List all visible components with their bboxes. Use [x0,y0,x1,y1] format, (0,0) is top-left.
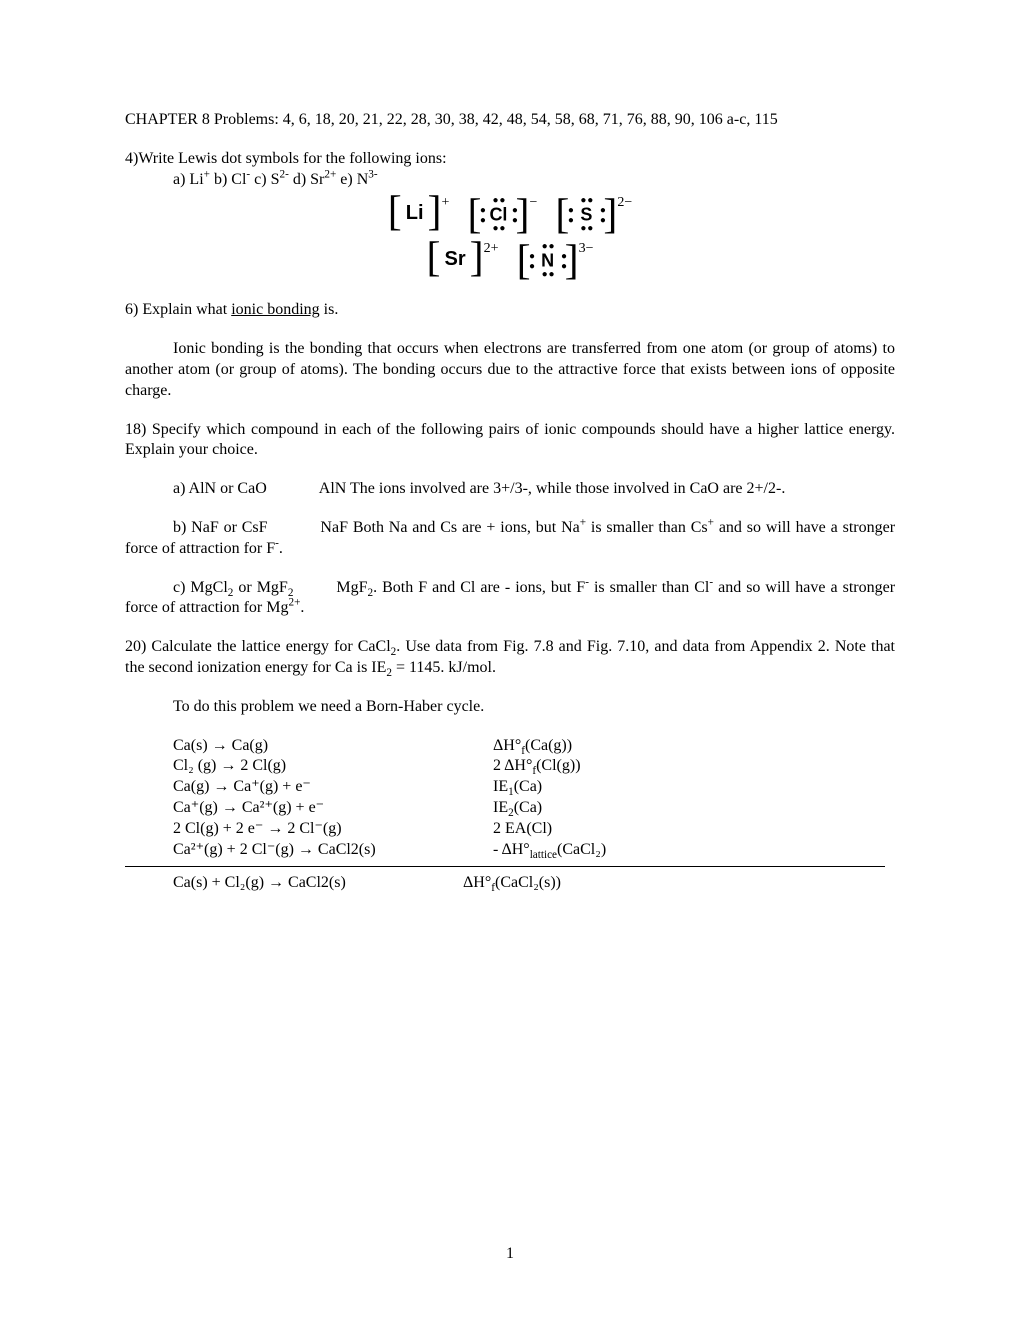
cycle-r5-sub: lattice [530,849,557,861]
cycle-l5: Ca²⁺(g) + 2 Cl⁻(g) → CaCl2(s) [173,840,493,861]
cycle-l0: Ca(s) → Ca(g) [173,736,493,757]
lewis-li-charge: + [442,194,450,212]
lewis-sr-charge: 2+ [484,240,499,258]
cycle-final-r: ΔH°f(CaCl₂(s)) [463,873,895,894]
q18-b2d: . [279,540,283,557]
q4-a: a) Li [173,171,204,188]
q18-b1: b) NaF or CsF [173,519,268,536]
cycle-row: Cl₂ (g) → 2 Cl(g)2 ΔH°f(Cl(g)) [173,756,895,777]
cycle-l4: 2 Cl(g) + 2 e⁻ → 2 Cl⁻(g) [173,819,493,840]
q18-b: b) NaF or CsF NaF Both Na and Cs are + i… [125,518,895,560]
q18-a: a) AlN or CaO AlN The ions involved are … [125,479,895,500]
q18-c1: c) MgCl [173,579,228,596]
cycle-r4-pre: 2 EA(Cl) [493,820,552,837]
cycle-r5: - ΔH°lattice(CaCl₂) [493,840,895,861]
q18-c2b: . Both F and Cl are - ions, but F [373,579,585,596]
cycle-row: Ca⁺(g) → Ca²⁺(g) + e⁻IE2(Ca) [173,798,895,819]
lewis-n-sym: N [541,250,554,273]
q4-c: c) S [254,171,279,188]
lewis-cl-charge: − [529,194,537,212]
q6-prompt: 6) Explain what ionic bonding is. [125,300,895,321]
q18-prompt: 18) Specify which compound in each of th… [125,420,895,462]
chapter-header: CHAPTER 8 Problems: 4, 6, 18, 20, 21, 22… [125,110,895,131]
cycle-row: Ca(s) → Ca(g)ΔH°f(Ca(g)) [173,736,895,757]
cycle-r3-pre: IE [493,799,508,816]
cycle-divider [125,866,885,867]
q20-prompt: 20) Calculate the lattice energy for CaC… [125,637,895,679]
q4-c-sup: 2- [279,168,288,180]
cycle-r4: 2 EA(Cl) [493,819,895,840]
lewis-sr: [Sr]2+ [427,244,499,273]
cycle-r0-pre: ΔH° [493,737,521,754]
lewis-structures: [Li]+ [ ● ●● ●●●●●Cl ]− [ ● ●● ●●●●●S ]2… [125,198,895,278]
lewis-n-charge: 3− [579,240,594,258]
q4-e-sup: 3- [368,168,377,180]
cycle-r5-pre: - ΔH° [493,841,530,858]
q6-u: ionic bonding [231,301,319,318]
cycle-r1-post: (Cl(g)) [536,757,580,774]
cycle-final-r-post: (CaCl₂(s)) [495,874,561,891]
q20-intro: To do this problem we need a Born-Haber … [125,697,895,718]
lewis-sr-sym: Sr [441,246,470,272]
q4-e: e) N [340,171,368,188]
page-number: 1 [0,1244,1020,1265]
q4-b: b) Cl [214,171,246,188]
lewis-n: [ ● ●● ●●●●●N ]3− [517,244,594,278]
cycle-final-r-pre: ΔH° [463,874,491,891]
q18-b2b: is smaller than Cs [586,519,708,536]
cycle-row: Ca(g) → Ca⁺(g) + e⁻IE1(Ca) [173,777,895,798]
q18-a2: AlN The ions involved are 3+/3-, while t… [319,480,786,497]
q20-pa: 20) Calculate the lattice energy for CaC… [125,638,391,655]
q18-c1b: or MgF [233,579,287,596]
cycle-r3: IE2(Ca) [493,798,895,819]
q20-pc: = 1145. kJ/mol. [392,659,496,676]
q4-d: d) Sr [293,171,325,188]
lewis-s-charge: 2− [617,194,632,212]
cycle-r2-pre: IE [493,778,508,795]
lewis-li-sym: Li [402,200,428,226]
q4-a-sup: + [204,168,210,180]
cycle-r1-pre: 2 ΔH° [493,757,532,774]
q4-prompt: 4)Write Lewis dot symbols for the follow… [125,150,447,167]
lewis-s-sym: S [580,204,592,227]
born-haber-cycle: Ca(s) → Ca(g)ΔH°f(Ca(g)) Cl₂ (g) → 2 Cl(… [173,736,895,861]
cycle-row: 2 Cl(g) + 2 e⁻ → 2 Cl⁻(g)2 EA(Cl) [173,819,895,840]
cycle-row: Ca²⁺(g) + 2 Cl⁻(g) → CaCl2(s)- ΔH°lattic… [173,840,895,861]
cycle-final-l: Ca(s) + Cl₂(g) → CaCl2(s) [173,873,463,894]
q4-b-sup: - [246,168,250,180]
cycle-l3: Ca⁺(g) → Ca²⁺(g) + e⁻ [173,798,493,819]
lewis-li: [Li]+ [388,198,450,227]
q18-c1-wrap: c) MgCl2 or MgF2 [173,579,293,596]
cycle-r5-post: (CaCl₂) [557,841,606,858]
cycle-l2: Ca(g) → Ca⁺(g) + e⁻ [173,777,493,798]
lewis-cl-sym: Cl [489,204,507,227]
cycle-r2: IE1(Ca) [493,777,895,798]
cycle-r1: 2 ΔH°f(Cl(g)) [493,756,895,777]
lewis-s: [ ● ●● ●●●●●S ]2− [555,198,632,232]
q18-b2a: NaF Both Na and Cs are + ions, but Na [320,519,579,536]
q18-c-sup3: 2+ [288,597,300,609]
cycle-l1: Cl₂ (g) → 2 Cl(g) [173,756,493,777]
cycle-r2-post: (Ca) [514,778,542,795]
q18-a1: a) AlN or CaO [173,480,267,497]
q6-a: 6) Explain what [125,301,231,318]
cycle-r0: ΔH°f(Ca(g)) [493,736,895,757]
q18-c2a: MgF [336,579,367,596]
q6-b: is. [320,301,339,318]
cycle-r3-post: (Ca) [514,799,542,816]
cycle-final-row: Ca(s) + Cl₂(g) → CaCl2(s) ΔH°f(CaCl₂(s)) [173,873,895,894]
lewis-cl: [ ● ●● ●●●●●Cl ]− [467,198,537,232]
q18-c: c) MgCl2 or MgF2 MgF2. Both F and Cl are… [125,578,895,620]
q18-c2c: is smaller than Cl [589,579,709,596]
cycle-r0-post: (Ca(g)) [525,737,572,754]
q4-d-sup: 2+ [324,168,336,180]
q18-c2e: . [300,599,304,616]
q6-answer: Ionic bonding is the bonding that occurs… [125,339,895,401]
q4-options: a) Li+ b) Cl- c) S2- d) Sr2+ e) N3- [173,171,378,188]
